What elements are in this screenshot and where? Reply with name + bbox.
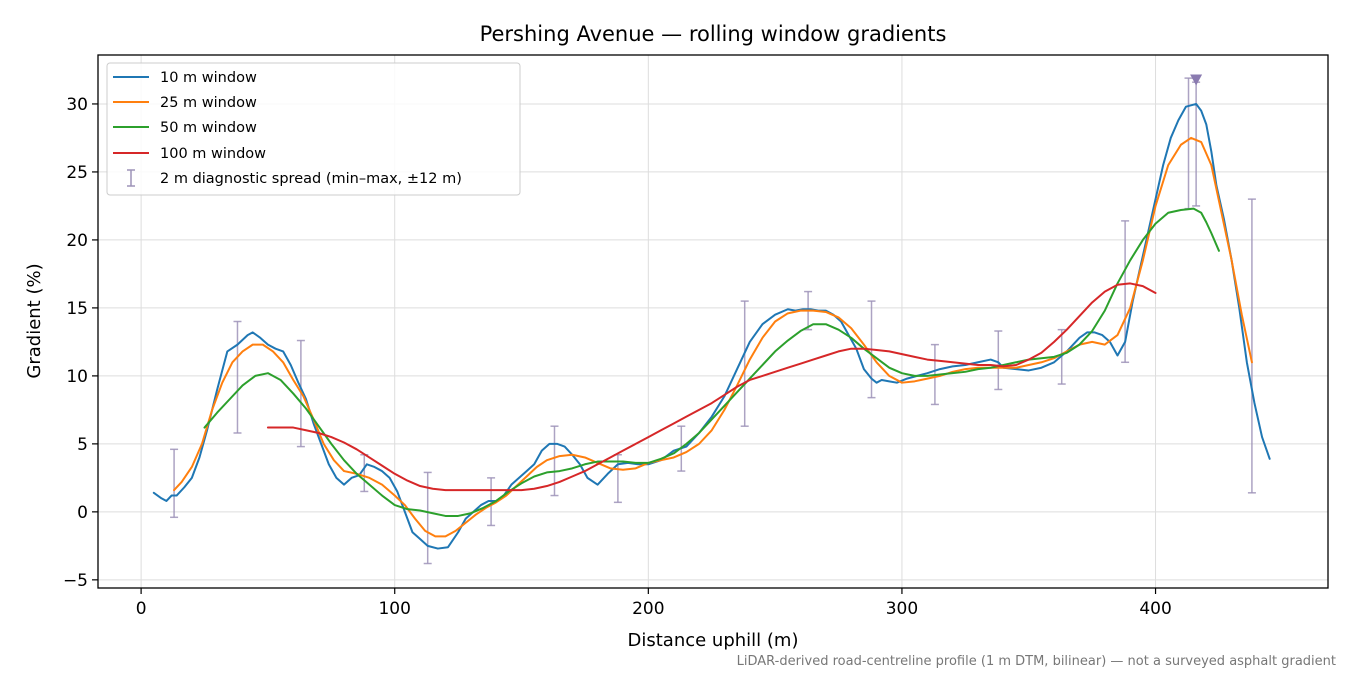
legend: 10 m window 25 m window 50 m window 100 m w… — [106, 62, 521, 196]
spread-errorbar — [994, 330, 1003, 391]
legend-label-4: 100 m window — [160, 146, 266, 162]
x-tick-label: 100 — [378, 599, 410, 619]
x-axis-ticks: 0 100 200 300 400 — [136, 588, 1172, 619]
legend-label-1: 10 m window — [160, 70, 257, 86]
y-tick-label: 20 — [66, 231, 88, 251]
peak-marker — [1190, 74, 1203, 86]
x-tick-label: 300 — [886, 599, 918, 619]
x-tick-label: 0 — [136, 599, 147, 619]
legend-box — [106, 62, 521, 196]
series-line-3 — [203, 207, 1220, 517]
x-tick-label: 200 — [632, 599, 664, 619]
y-tick-label: 5 — [77, 435, 88, 455]
y-tick-label: 25 — [66, 163, 88, 183]
y-tick-label: 15 — [66, 299, 88, 319]
y-tick-label: 30 — [66, 95, 88, 115]
spread-errorbar — [170, 448, 179, 519]
peak-marker-layer — [1190, 74, 1203, 86]
x-tick-label: 400 — [1139, 599, 1171, 619]
legend-label-2: 25 m window — [160, 95, 257, 111]
diagnostic-spread-errorbars — [170, 77, 1256, 565]
x-axis-label: Distance uphill (m) — [628, 630, 799, 651]
y-tick-label: −5 — [63, 571, 88, 591]
legend-label-spread: 2 m diagnostic spread (min–max, ±12 m) — [160, 171, 462, 187]
spread-errorbar — [233, 320, 242, 434]
spread-errorbar — [1192, 81, 1201, 207]
spread-errorbar — [1247, 198, 1256, 494]
y-tick-label: 10 — [66, 367, 88, 387]
spread-errorbar — [740, 300, 749, 427]
y-tick-label: 0 — [77, 503, 88, 523]
footnote: LiDAR-derived road-centreline profile (1… — [737, 654, 1336, 669]
legend-items: 10 m window 25 m window 50 m window 100 m w… — [113, 70, 462, 187]
spread-errorbar — [1184, 77, 1193, 210]
chart-title: Pershing Avenue — rolling window gradien… — [480, 22, 947, 46]
series-line-1 — [152, 102, 1271, 550]
plot-frame — [97, 54, 1329, 589]
legend-label-3: 50 m window — [160, 120, 257, 136]
series-line-4 — [266, 282, 1157, 492]
series-lines — [152, 102, 1271, 550]
y-axis-ticks: −5 0 5 10 15 20 25 30 — [63, 95, 98, 591]
y-axis-label: Gradient (%) — [24, 263, 45, 378]
